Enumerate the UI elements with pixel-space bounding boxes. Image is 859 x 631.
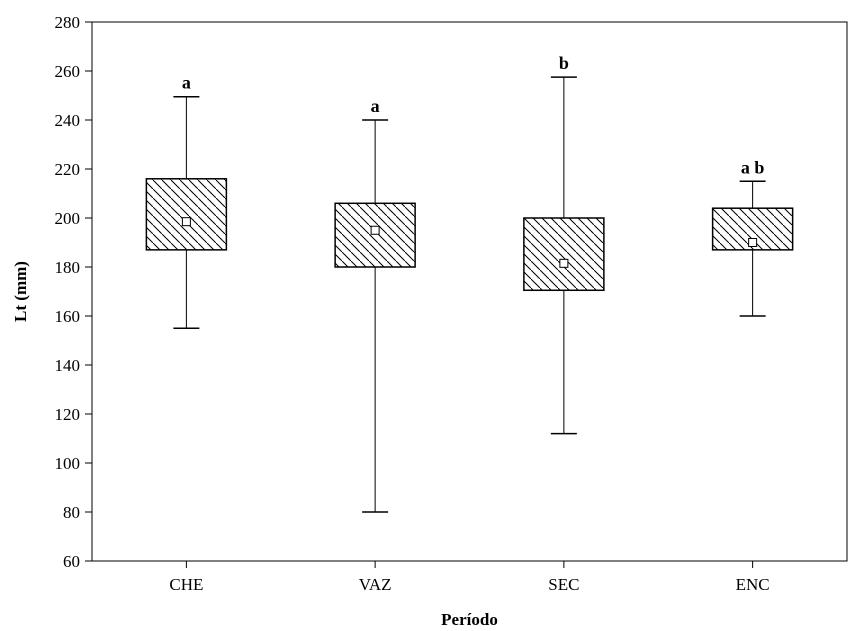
y-tick-label: 60 xyxy=(63,552,80,571)
interquartile-box xyxy=(145,178,228,251)
y-tick-label: 100 xyxy=(55,454,81,473)
x-tick-label: CHE xyxy=(169,575,203,594)
significance-label: a xyxy=(371,96,380,116)
y-tick-label: 200 xyxy=(55,209,81,228)
significance-label: a xyxy=(182,73,191,93)
y-tick-label: 120 xyxy=(55,405,81,424)
y-tick-label: 220 xyxy=(55,160,81,179)
x-axis-title: Período xyxy=(441,610,498,629)
x-tick-label: VAZ xyxy=(359,575,392,594)
y-tick-label: 240 xyxy=(55,111,81,130)
interquartile-box xyxy=(334,202,416,268)
plot-frame xyxy=(91,21,848,562)
median-marker xyxy=(181,217,191,227)
box-vaz: a xyxy=(334,96,416,513)
y-tick-label: 140 xyxy=(55,356,81,375)
box-che: a xyxy=(145,73,228,329)
y-axis: 60 80 100 120 140 160 180 200 220 240 260 280 xyxy=(55,13,92,571)
interquartile-box xyxy=(523,217,605,292)
x-axis: CHE VAZ SEC ENC xyxy=(169,561,770,594)
y-tick-label: 260 xyxy=(55,62,81,81)
y-axis-title: Lt (mm) xyxy=(11,261,30,322)
box-series: a a b a b xyxy=(145,53,794,513)
plot-area-border xyxy=(91,21,848,562)
median-marker xyxy=(748,238,758,247)
x-tick-label: SEC xyxy=(548,575,579,594)
significance-label: b xyxy=(559,53,569,73)
median-marker xyxy=(370,225,380,235)
box-sec: b xyxy=(523,53,605,435)
median-marker xyxy=(559,258,569,268)
significance-label: a b xyxy=(741,157,765,177)
y-tick-label: 160 xyxy=(55,307,81,326)
box-enc: a b xyxy=(711,157,794,317)
y-tick-label: 280 xyxy=(55,13,81,32)
y-tick-label: 180 xyxy=(55,258,81,277)
y-tick-label: 80 xyxy=(63,503,80,522)
x-tick-label: ENC xyxy=(736,575,770,594)
